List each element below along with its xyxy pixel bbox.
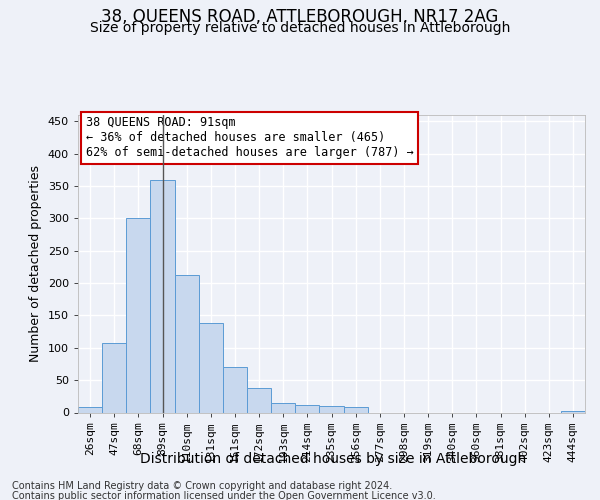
Bar <box>295 404 319 412</box>
Text: 38, QUEENS ROAD, ATTLEBOROUGH, NR17 2AG: 38, QUEENS ROAD, ATTLEBOROUGH, NR17 2AG <box>101 8 499 26</box>
Bar <box>561 410 585 412</box>
Text: Size of property relative to detached houses in Attleborough: Size of property relative to detached ho… <box>90 21 510 35</box>
Bar <box>344 408 368 412</box>
Text: Contains HM Land Registry data © Crown copyright and database right 2024.: Contains HM Land Registry data © Crown c… <box>12 481 392 491</box>
Bar <box>199 324 223 412</box>
Bar <box>78 408 102 412</box>
Text: Contains public sector information licensed under the Open Government Licence v3: Contains public sector information licen… <box>12 491 436 500</box>
Bar <box>247 388 271 412</box>
Bar <box>223 367 247 412</box>
Text: Distribution of detached houses by size in Attleborough: Distribution of detached houses by size … <box>140 452 526 466</box>
Bar <box>151 180 175 412</box>
Text: 38 QUEENS ROAD: 91sqm
← 36% of detached houses are smaller (465)
62% of semi-det: 38 QUEENS ROAD: 91sqm ← 36% of detached … <box>86 116 413 160</box>
Bar <box>175 274 199 412</box>
Bar <box>271 403 295 412</box>
Bar <box>319 406 344 412</box>
Bar <box>102 342 126 412</box>
Y-axis label: Number of detached properties: Number of detached properties <box>29 165 42 362</box>
Bar <box>126 218 151 412</box>
